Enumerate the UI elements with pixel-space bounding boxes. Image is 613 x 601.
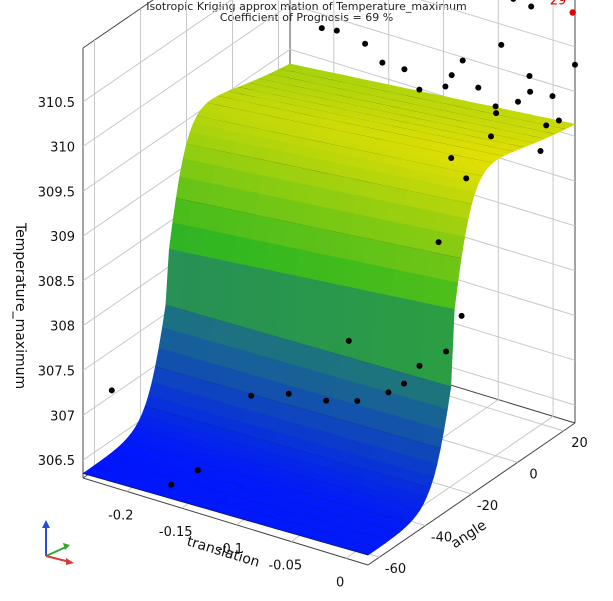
data-point xyxy=(333,27,340,34)
z-tick-label: 309 xyxy=(50,230,75,245)
data-point xyxy=(416,86,423,93)
data-point xyxy=(488,133,494,140)
grid-line-z xyxy=(82,0,576,103)
z-tick-label: 308 xyxy=(50,320,75,335)
x-tick-label: -0.2 xyxy=(108,508,133,523)
data-point xyxy=(463,175,470,182)
grid-line-z xyxy=(82,3,576,147)
contour-line xyxy=(82,473,369,556)
data-point xyxy=(362,40,369,47)
data-point xyxy=(168,481,175,488)
y-tick-label: 20 xyxy=(571,436,588,451)
x-tick-label: -0.1 xyxy=(218,542,243,557)
z-tick-label: 309.5 xyxy=(38,185,75,200)
z-tick-label: 306.5 xyxy=(38,454,75,469)
z-axis-label: Temperature_maximum xyxy=(12,222,28,389)
data-point xyxy=(572,61,578,68)
x-tick-label: 0 xyxy=(336,575,344,590)
data-point xyxy=(379,59,386,66)
highlight-label: 29 xyxy=(550,0,567,9)
data-point xyxy=(537,148,544,154)
triad-x-arrow xyxy=(66,558,74,565)
data-point xyxy=(248,392,255,399)
data-point xyxy=(510,0,517,2)
data-point xyxy=(459,57,466,64)
chart-subtitle: Coefficient of Prognosis = 69 % xyxy=(219,11,394,24)
highlight-point xyxy=(569,9,576,16)
data-point xyxy=(492,103,499,110)
data-point xyxy=(475,84,482,91)
z-tick-label: 310 xyxy=(50,141,75,156)
data-point xyxy=(385,389,392,396)
data-point xyxy=(543,122,550,129)
data-point xyxy=(416,362,423,369)
data-point xyxy=(285,390,292,397)
data-point xyxy=(323,397,330,404)
surface-patch xyxy=(434,305,455,388)
surface-mesh xyxy=(82,63,576,556)
data-point xyxy=(354,398,361,404)
orientation-triad-icon xyxy=(42,520,74,565)
data-point xyxy=(443,348,450,355)
x-tick-label: -0.15 xyxy=(159,525,193,540)
data-point xyxy=(318,25,325,32)
data-point xyxy=(442,83,449,90)
data-point xyxy=(401,380,407,387)
surface-patch xyxy=(441,254,462,284)
data-point xyxy=(458,312,465,319)
z-tick-label: 308.5 xyxy=(38,275,75,290)
data-point xyxy=(401,66,408,73)
surface-patch xyxy=(438,279,459,310)
data-point xyxy=(498,41,505,48)
surface-patch xyxy=(444,233,465,259)
data-point xyxy=(549,93,556,100)
triad-y-arrow xyxy=(63,543,70,550)
data-point xyxy=(515,98,521,105)
data-point xyxy=(448,72,455,79)
data-point xyxy=(345,337,352,344)
data-point xyxy=(448,155,455,161)
data-point xyxy=(555,117,562,124)
x-tick-label: -0.05 xyxy=(268,559,302,574)
data-point xyxy=(194,467,201,474)
y-tick-label: -40 xyxy=(431,531,452,546)
y-tick-label: -20 xyxy=(477,499,498,514)
data-point xyxy=(493,110,500,117)
data-points: 29 xyxy=(108,0,578,488)
data-point xyxy=(528,3,535,10)
triad-z-arrow xyxy=(42,520,50,528)
data-point xyxy=(527,88,534,95)
y-tick-label: 0 xyxy=(529,467,537,482)
data-point xyxy=(526,73,533,79)
x-axis-label: translation xyxy=(185,534,262,571)
box-edge xyxy=(82,0,154,49)
triad-y-axis xyxy=(45,546,67,557)
tick-labels: 306.5 307 307.5 308 308.5 309 309.5 310 310.5 -0.… xyxy=(38,96,588,590)
z-tick-label: 307.5 xyxy=(38,365,75,380)
y-tick-label: -60 xyxy=(385,562,406,577)
y-axis-label: angle xyxy=(448,517,489,552)
box-edge xyxy=(82,477,369,566)
surface-patch xyxy=(448,215,469,238)
data-point xyxy=(435,239,442,246)
z-tick-label: 310.5 xyxy=(38,96,75,111)
data-point xyxy=(108,387,115,394)
z-tick-label: 307 xyxy=(50,409,75,424)
